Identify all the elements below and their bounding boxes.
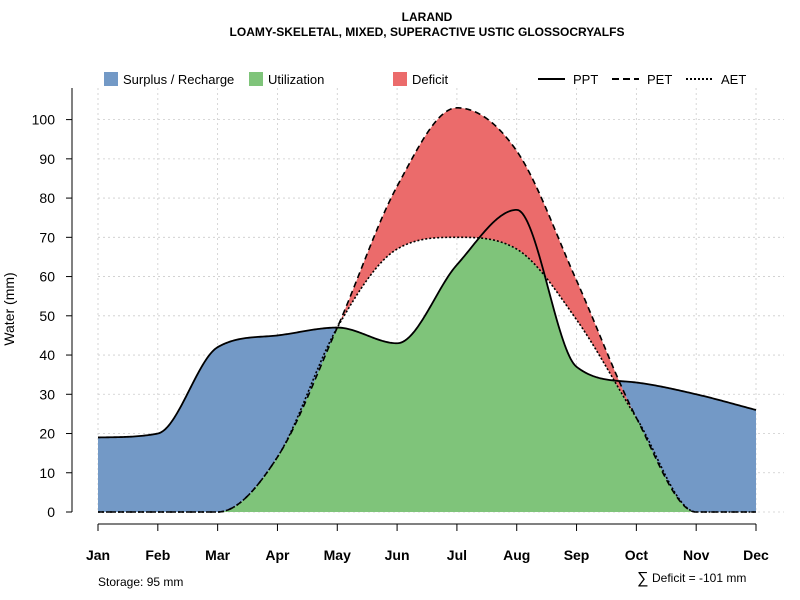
y-tick-label: 100 — [32, 112, 56, 128]
x-tick-label: Feb — [145, 547, 170, 563]
x-tick-label: Nov — [683, 547, 710, 563]
chart-subtitle: LOAMY-SKELETAL, MIXED, SUPERACTIVE USTIC… — [230, 25, 625, 39]
legend-label: PPT — [573, 72, 598, 87]
y-tick-label: 10 — [39, 465, 55, 481]
series-line-pet — [98, 107, 756, 513]
legend-label: Surplus / Recharge — [123, 72, 234, 87]
x-tick-label: Jul — [447, 547, 467, 563]
y-tick-label: 70 — [39, 229, 55, 245]
surplus-recharge-area — [98, 107, 756, 512]
y-tick-label: 40 — [39, 347, 55, 363]
y-tick-label: 80 — [39, 190, 55, 206]
x-tick-label: Dec — [743, 547, 769, 563]
series-lines — [97, 107, 757, 513]
legend-swatch — [393, 72, 407, 86]
x-tick-label: Apr — [265, 547, 290, 563]
utilization-area — [98, 237, 756, 512]
chart-title: LARAND — [402, 10, 453, 24]
deficit-sum-icon: ∑ — [637, 570, 648, 587]
legend-label: PET — [647, 72, 672, 87]
y-tick-label: 20 — [39, 426, 55, 442]
x-tick-label: Aug — [503, 547, 530, 563]
y-tick-label: 60 — [39, 269, 55, 285]
legend-label: Utilization — [268, 72, 324, 87]
legend-swatch — [249, 72, 263, 86]
x-tick-label: Oct — [625, 547, 649, 563]
y-axis-label: Water (mm) — [1, 272, 17, 345]
legend-label: AET — [721, 72, 746, 87]
areas — [98, 107, 756, 512]
storage-note: Storage: 95 mm — [98, 575, 183, 589]
x-tick-label: May — [324, 547, 351, 563]
y-tick-label: 90 — [39, 151, 55, 167]
deficit-area — [98, 107, 756, 512]
x-tick-label: Jan — [86, 547, 110, 563]
series-line-aet — [98, 236, 756, 513]
legend-swatch — [104, 72, 118, 86]
x-tick-label: Jun — [385, 547, 410, 563]
legend-label: Deficit — [412, 72, 449, 87]
series-line-ppt — [97, 208, 757, 439]
legend: Surplus / Recharge Utilization Deficit PPT P… — [104, 72, 746, 87]
y-tick-label: 30 — [39, 386, 55, 402]
x-tick-label: Mar — [205, 547, 230, 563]
deficit-note: Deficit = -101 mm — [652, 571, 746, 585]
y-tick-label: 50 — [39, 308, 55, 324]
x-tick-label: Sep — [564, 547, 590, 563]
axes: 0 10 20 30 40 50 60 70 80 90 100 Jan Feb Mar Apr May Jun… — [32, 88, 769, 563]
y-tick-label: 0 — [47, 504, 55, 520]
